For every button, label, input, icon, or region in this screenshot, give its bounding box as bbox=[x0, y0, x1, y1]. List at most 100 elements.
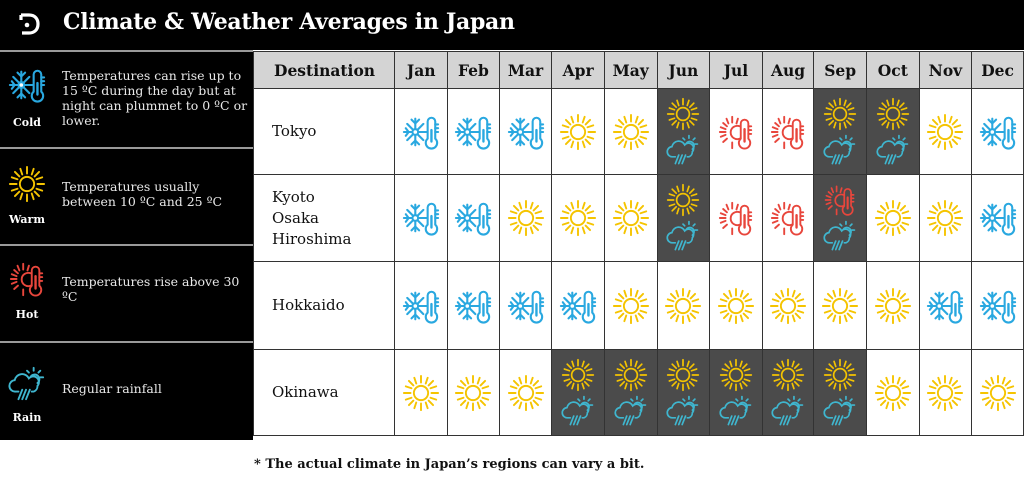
sun-icon bbox=[559, 199, 597, 237]
destination-name: Tokyo bbox=[272, 122, 317, 140]
sun-icon bbox=[612, 199, 650, 237]
column-header-month: Mar bbox=[498, 51, 553, 89]
column-header-month: Sep bbox=[813, 51, 867, 89]
legend-description: Temperatures usually between 10 ºC and 2… bbox=[62, 179, 223, 209]
sun-thermometer-icon bbox=[717, 113, 755, 151]
snowflake-thermometer-icon bbox=[979, 287, 1017, 325]
month-cell bbox=[656, 88, 711, 175]
sun-icon bbox=[771, 358, 805, 392]
month-cell bbox=[709, 349, 763, 436]
month-cell bbox=[709, 261, 763, 350]
sun-thermometer-icon bbox=[769, 113, 807, 151]
legend-description: Temperatures rise above 30 ºC bbox=[62, 274, 240, 304]
destination-cell: Okinawa bbox=[252, 349, 396, 436]
sun-icon bbox=[8, 165, 46, 203]
month-cell bbox=[918, 349, 973, 436]
legend-description: Regular rainfall bbox=[62, 381, 162, 396]
destination-name: Okinawa bbox=[272, 383, 339, 401]
month-cell bbox=[761, 88, 815, 175]
table-row: Hokkaido bbox=[252, 261, 1024, 350]
month-cell bbox=[394, 88, 449, 175]
month-cell bbox=[761, 349, 815, 436]
destination-name: Kyoto bbox=[272, 187, 315, 206]
legend-item-cold: Cold Temperatures can rise up to 15 ºC d… bbox=[0, 50, 253, 148]
cloud-rain-sun-icon bbox=[823, 133, 857, 167]
destination-name: Osaka bbox=[272, 208, 319, 227]
cloud-rain-sun-icon bbox=[666, 133, 700, 167]
snowflake-thermometer-icon bbox=[559, 287, 597, 325]
cloud-rain-sun-icon bbox=[719, 394, 753, 428]
sun-thermometer-icon bbox=[769, 199, 807, 237]
sun-icon bbox=[614, 358, 648, 392]
month-cell bbox=[447, 174, 500, 262]
sun-icon bbox=[823, 358, 857, 392]
column-header-month: Feb bbox=[447, 51, 500, 89]
sun-icon bbox=[664, 287, 702, 325]
cloud-rain-sun-icon bbox=[614, 394, 648, 428]
d-logo-icon bbox=[19, 13, 40, 35]
cloud-rain-sun-icon bbox=[771, 394, 805, 428]
cloud-rain-sun-icon bbox=[823, 394, 857, 428]
cloud-rain-sun-icon bbox=[876, 133, 910, 167]
month-cell bbox=[498, 261, 553, 350]
sun-icon bbox=[507, 199, 545, 237]
sun-icon bbox=[926, 113, 964, 151]
legend-item-rain: Rain Regular rainfall bbox=[0, 341, 253, 440]
month-cell bbox=[761, 174, 815, 262]
month-cell bbox=[971, 174, 1024, 262]
month-cell bbox=[918, 88, 973, 175]
snowflake-thermometer-icon bbox=[979, 199, 1017, 237]
sun-icon bbox=[612, 113, 650, 151]
destination-name: Hiroshima bbox=[272, 229, 352, 248]
month-cell bbox=[971, 261, 1024, 350]
column-header-destination: Destination bbox=[252, 51, 396, 89]
cloud-rain-sun-icon bbox=[561, 394, 595, 428]
cloud-rain-sun-icon bbox=[823, 219, 857, 253]
table-row: Kyoto Osaka Hiroshima bbox=[252, 174, 1024, 262]
month-cell bbox=[394, 174, 449, 262]
table-row: Tokyo bbox=[252, 88, 1024, 175]
table-header-row: Destination Jan Feb Mar Apr May Jun Jul … bbox=[252, 51, 1024, 89]
sun-icon bbox=[874, 374, 912, 412]
sun-icon bbox=[823, 97, 857, 131]
sun-icon bbox=[666, 183, 700, 217]
month-cell bbox=[603, 88, 658, 175]
sun-icon bbox=[876, 97, 910, 131]
destination-cell: Hokkaido bbox=[252, 261, 396, 350]
snowflake-thermometer-icon bbox=[402, 199, 440, 237]
snowflake-thermometer-icon bbox=[926, 287, 964, 325]
column-header-month: Apr bbox=[551, 51, 605, 89]
snowflake-thermometer-icon bbox=[402, 113, 440, 151]
sun-icon bbox=[979, 374, 1017, 412]
month-cell bbox=[394, 349, 449, 436]
page-title: Climate & Weather Averages in Japan bbox=[63, 9, 515, 35]
column-header-month: Aug bbox=[761, 51, 815, 89]
destination-name: Hokkaido bbox=[272, 296, 345, 314]
destination-cell: Tokyo bbox=[252, 88, 396, 175]
sun-icon bbox=[612, 287, 650, 325]
month-cell bbox=[551, 261, 605, 350]
climate-table: Destination Jan Feb Mar Apr May Jun Jul … bbox=[252, 51, 1024, 436]
sun-icon bbox=[666, 97, 700, 131]
month-cell bbox=[761, 261, 815, 350]
snowflake-thermometer-icon bbox=[454, 287, 492, 325]
month-cell bbox=[813, 88, 867, 175]
sun-icon bbox=[402, 374, 440, 412]
cloud-rain-sun-icon bbox=[666, 394, 700, 428]
month-cell bbox=[447, 88, 500, 175]
sun-thermometer-icon bbox=[823, 183, 857, 217]
month-cell bbox=[551, 349, 605, 436]
month-cell bbox=[971, 88, 1024, 175]
month-cell bbox=[709, 174, 763, 262]
month-cell bbox=[656, 349, 711, 436]
month-cell bbox=[866, 349, 920, 436]
sun-icon bbox=[874, 287, 912, 325]
month-cell bbox=[498, 88, 553, 175]
sun-icon bbox=[769, 287, 807, 325]
column-header-month: Oct bbox=[866, 51, 920, 89]
cloud-rain-sun-icon bbox=[666, 219, 700, 253]
month-cell bbox=[498, 349, 553, 436]
snowflake-thermometer-icon bbox=[979, 113, 1017, 151]
month-cell bbox=[551, 88, 605, 175]
month-cell bbox=[709, 88, 763, 175]
